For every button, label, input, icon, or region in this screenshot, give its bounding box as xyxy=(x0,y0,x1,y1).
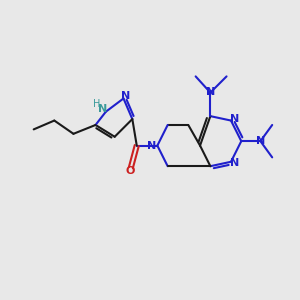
Text: N: N xyxy=(256,136,265,146)
Text: O: O xyxy=(126,166,135,176)
Text: N: N xyxy=(147,141,157,151)
Text: N: N xyxy=(206,87,215,97)
Text: N: N xyxy=(98,104,107,114)
Text: H: H xyxy=(93,99,100,110)
Text: N: N xyxy=(230,114,239,124)
Text: N: N xyxy=(121,91,130,100)
Text: N: N xyxy=(230,158,239,168)
